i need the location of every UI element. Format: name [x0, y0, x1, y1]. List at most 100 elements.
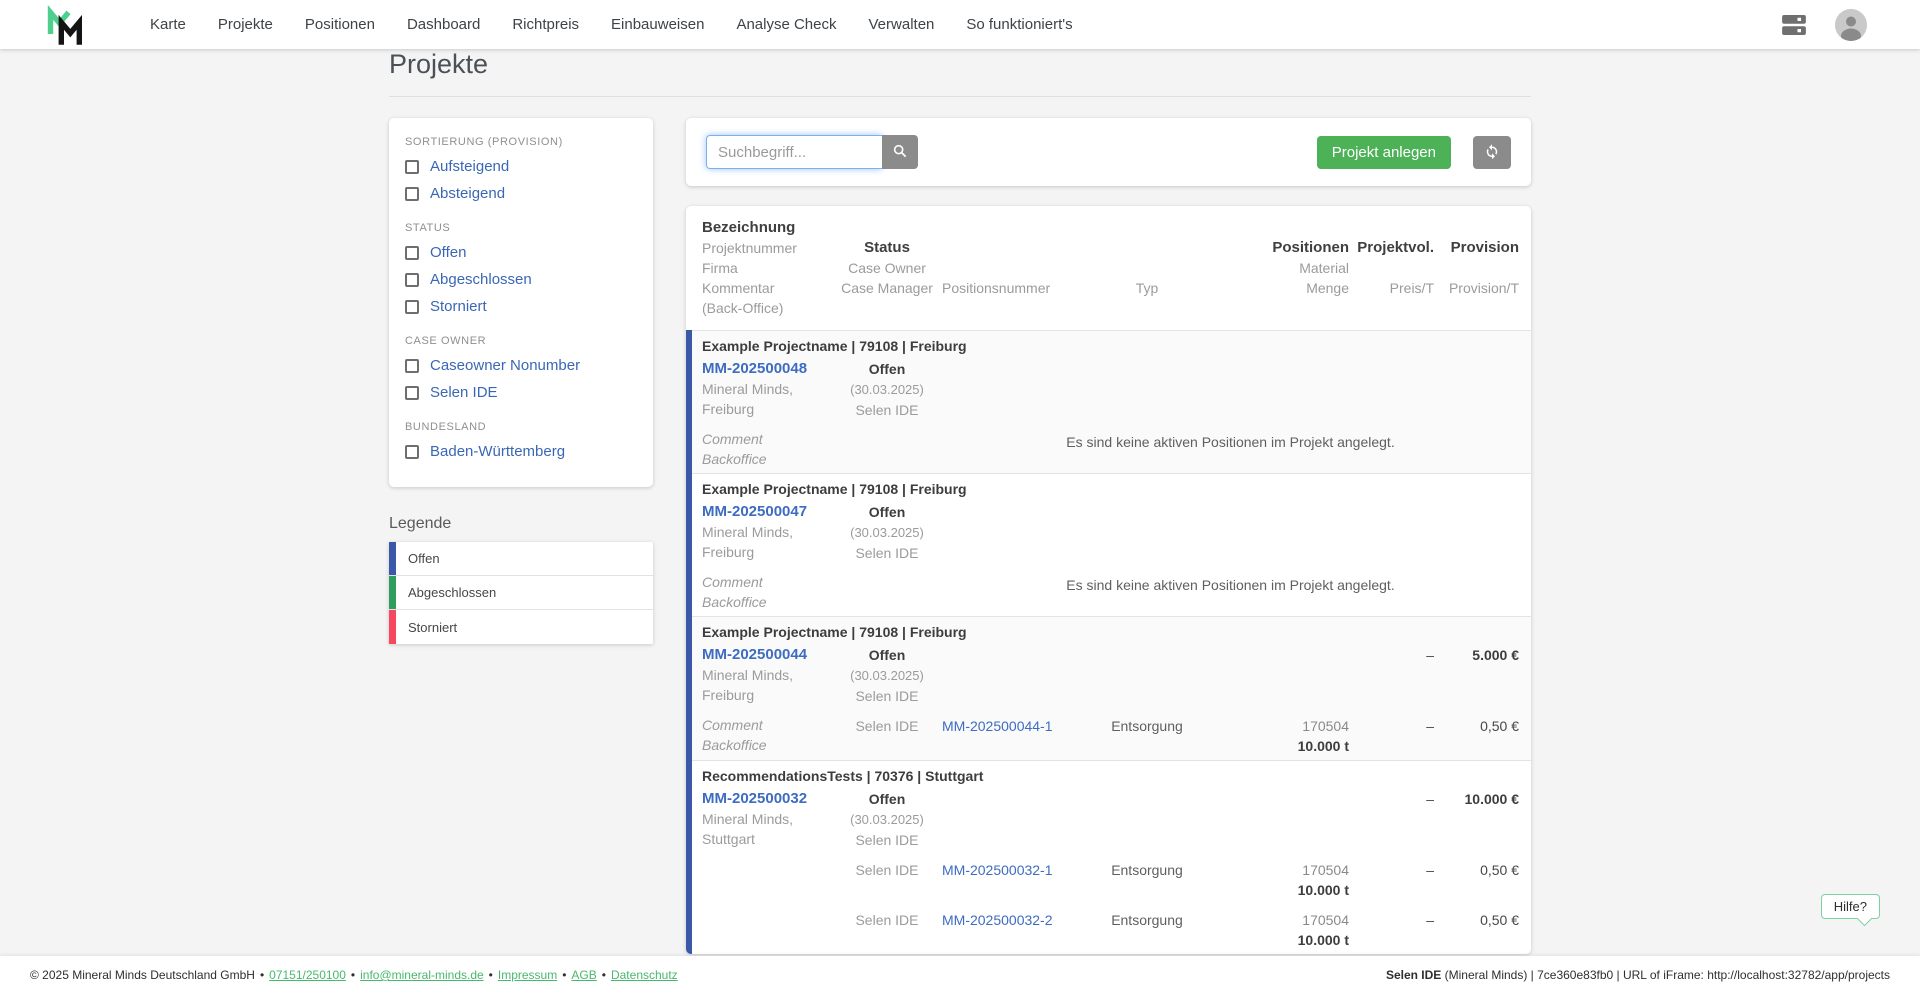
footer-session-user: Selen IDE	[1385, 968, 1442, 982]
mineral-minds-logo-icon[interactable]	[46, 4, 82, 45]
checkbox-icon[interactable]	[405, 245, 419, 260]
project-status: Offen	[868, 504, 906, 520]
footer-link[interactable]: Impressum	[497, 968, 558, 982]
project-city: Freiburg	[702, 401, 755, 417]
nav-item[interactable]: Karte	[150, 16, 186, 33]
checkbox-icon[interactable]	[405, 385, 419, 400]
filter-section: SORTIERUNG (PROVISION) Aufsteigend Abste…	[405, 136, 637, 207]
project-case-owner: Selen IDE	[855, 545, 919, 561]
nav-item[interactable]: Verwalten	[868, 16, 935, 33]
position-material: 170504	[1302, 862, 1349, 878]
filter-option[interactable]: Baden-Württemberg	[405, 438, 637, 465]
project-number-link[interactable]: MM-202500032	[702, 790, 808, 807]
status-color-bar	[686, 616, 692, 760]
project-volume: –	[1426, 791, 1434, 807]
project-comment: Comment	[702, 431, 763, 447]
project-row-title: Example Projectname | 79108 | Freiburg	[702, 624, 967, 640]
footer-link[interactable]: AGB	[571, 968, 597, 982]
footer-link[interactable]: 07151/250100	[269, 968, 346, 982]
nav-item[interactable]: Einbauweisen	[611, 16, 705, 33]
position-menge: 10.000 t	[1297, 738, 1349, 754]
refresh-button[interactable]	[1473, 135, 1511, 169]
project-status-date: (30.03.2025)	[850, 812, 924, 827]
footer: © 2025 Mineral Minds Deutschland GmbH • 0…	[0, 956, 1920, 994]
project-case-owner: Selen IDE	[855, 402, 919, 418]
col-bezeichnung: Bezeichnung	[702, 219, 796, 236]
col-projektvol: Projektvol.	[1357, 239, 1434, 256]
project-number-link[interactable]: MM-202500048	[702, 360, 808, 377]
refresh-icon	[1483, 142, 1501, 163]
dns-icon[interactable]	[1779, 10, 1809, 40]
checkbox-icon[interactable]	[405, 186, 419, 201]
filter-option-label: Caseowner Nonumber	[430, 357, 581, 374]
table-row[interactable]: Example Projectname | 79108 | Freiburg M…	[686, 616, 1531, 760]
position-row[interactable]: Selen IDE MM-202500032-1 Entsorgung 1705…	[832, 860, 1519, 900]
checkbox-icon[interactable]	[405, 358, 419, 373]
col-case-owner: Case Owner	[848, 260, 926, 276]
nav-item[interactable]: Projekte	[217, 16, 273, 33]
position-list: Selen IDE MM-202500032-1 Entsorgung 1705…	[832, 860, 1519, 950]
search-button[interactable]	[882, 135, 918, 169]
filter-option-label: Baden-Württemberg	[430, 443, 566, 460]
create-project-button[interactable]: Projekt anlegen	[1316, 135, 1451, 169]
project-volume	[1349, 502, 1434, 563]
position-row[interactable]: Selen IDE MM-202500044-1 Entsorgung 1705…	[832, 716, 1519, 756]
checkbox-icon[interactable]	[405, 159, 419, 174]
user-avatar-icon[interactable]	[1835, 8, 1867, 41]
col-typ: Typ	[1135, 280, 1159, 296]
checkbox-icon[interactable]	[405, 299, 419, 314]
nav-item[interactable]: Analyse Check	[736, 16, 837, 33]
nav-item[interactable]: Positionen	[304, 16, 375, 33]
position-number-link[interactable]: MM-202500044-1	[942, 718, 1053, 734]
help-button[interactable]: Hilfe?	[1820, 894, 1880, 919]
table-row[interactable]: Example Projectname | 79108 | Freiburg M…	[686, 473, 1531, 616]
search-input[interactable]	[706, 135, 882, 169]
filter-option[interactable]: Absteigend	[405, 180, 637, 207]
col-menge: Menge	[1306, 280, 1349, 296]
footer-separator: •	[562, 968, 567, 982]
project-volume	[1349, 359, 1434, 420]
filter-option[interactable]: Selen IDE	[405, 379, 637, 406]
checkbox-icon[interactable]	[405, 272, 419, 287]
project-status-date: (30.03.2025)	[850, 382, 924, 397]
project-company: Mineral Minds,	[702, 524, 794, 540]
project-status: Offen	[868, 361, 906, 377]
search-toolbar: Projekt anlegen	[686, 118, 1531, 186]
col-provision: Provision	[1450, 239, 1519, 256]
checkbox-icon[interactable]	[405, 444, 419, 459]
position-preis: –	[1426, 912, 1434, 928]
filter-option[interactable]: Caseowner Nonumber	[405, 352, 637, 379]
filter-option[interactable]: Abgeschlossen	[405, 266, 637, 293]
table-row[interactable]: RecommendationsTests | 70376 | Stuttgart…	[686, 760, 1531, 954]
filter-option[interactable]: Storniert	[405, 293, 637, 320]
project-provision: 5.000 €	[1472, 647, 1519, 663]
filter-section: BUNDESLAND Baden-Württemberg	[405, 421, 637, 465]
project-provision	[1434, 359, 1519, 420]
position-row[interactable]: Selen IDE MM-202500032-2 Entsorgung 1705…	[832, 910, 1519, 950]
nav-links: Karte Projekte Positionen Dashboard Richtpre…	[134, 16, 1779, 33]
col-projektnummer: Projektnummer	[702, 240, 797, 256]
filter-section-label: STATUS	[405, 222, 451, 234]
project-row-title: RecommendationsTests | 70376 | Stuttgart	[702, 768, 984, 784]
position-number-link[interactable]: MM-202500032-2	[942, 912, 1053, 928]
project-number-link[interactable]: MM-202500047	[702, 503, 808, 520]
footer-session-info: Selen IDE (Mineral Minds) | 7ce360e83fb0…	[1385, 968, 1890, 982]
table-row[interactable]: Example Projectname | 79108 | Freiburg M…	[686, 330, 1531, 473]
main-content: Projekt anlegen Bezeichnung Projektnumme…	[686, 118, 1531, 954]
filter-section: STATUS Offen Abgeschlossen Storniert	[405, 222, 637, 320]
nav-item[interactable]: So funktioniert's	[966, 16, 1073, 33]
nav-item[interactable]: Richtpreis	[512, 16, 580, 33]
position-number-link[interactable]: MM-202500032-1	[942, 862, 1053, 878]
sidebar: SORTIERUNG (PROVISION) Aufsteigend Abste…	[389, 118, 653, 644]
project-status: Offen	[868, 647, 906, 663]
project-number-link[interactable]: MM-202500044	[702, 646, 808, 663]
filter-section-label: CASE OWNER	[405, 335, 487, 347]
nav-item[interactable]: Dashboard	[406, 16, 481, 33]
footer-link[interactable]: info@mineral-minds.de	[360, 968, 484, 982]
filter-option[interactable]: Aufsteigend	[405, 153, 637, 180]
legend-title: Legende	[389, 515, 452, 532]
position-preis: –	[1426, 718, 1434, 734]
position-material: 170504	[1302, 912, 1349, 928]
footer-link[interactable]: Datenschutz	[610, 968, 678, 982]
filter-option[interactable]: Offen	[405, 239, 637, 266]
